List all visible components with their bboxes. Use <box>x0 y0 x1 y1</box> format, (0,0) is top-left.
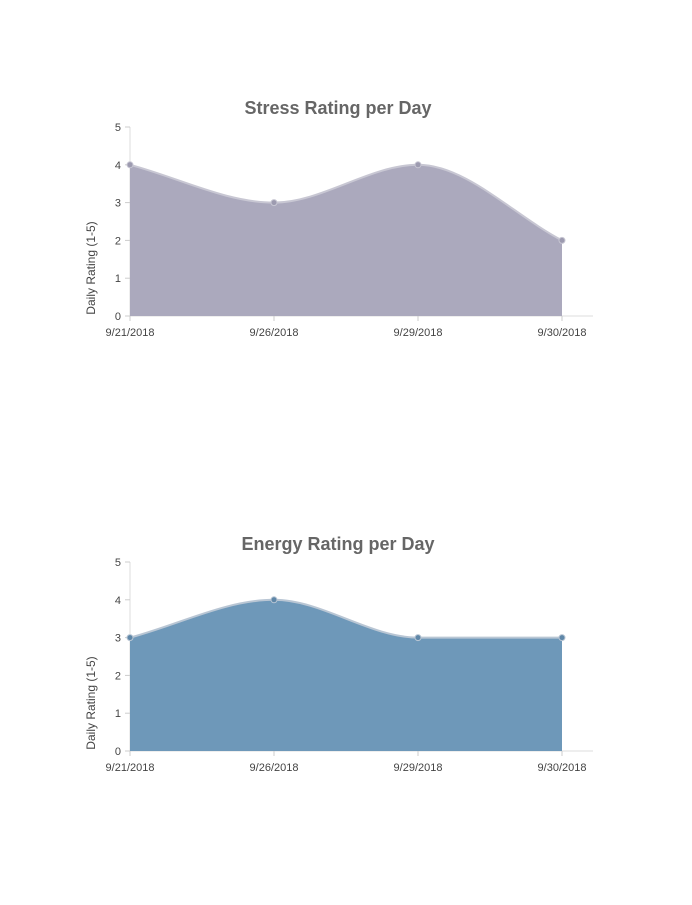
y-axis-label: Daily Rating (1-5) <box>84 656 98 749</box>
y-tick-label: 4 <box>115 160 121 172</box>
y-tick-label: 1 <box>115 708 121 720</box>
y-tick-label: 1 <box>115 273 121 285</box>
plot-area: 0 1 2 3 4 5 9/21/2018 9/26/2018 9/29/2018 9/30/20… <box>106 122 593 339</box>
x-tick-label: 9/30/2018 <box>538 327 587 339</box>
data-point[interactable] <box>414 161 422 169</box>
data-point[interactable] <box>126 161 134 169</box>
data-point[interactable] <box>270 199 278 207</box>
x-tick-label: 9/21/2018 <box>106 327 155 339</box>
data-point[interactable] <box>414 634 422 642</box>
y-tick-label: 5 <box>115 557 121 569</box>
y-tick-label: 3 <box>115 198 121 210</box>
y-tick-label: 2 <box>115 670 121 682</box>
chart-title: Energy Rating per Day <box>241 534 434 554</box>
y-tick-label: 0 <box>115 311 121 323</box>
x-tick-label: 9/30/2018 <box>538 762 587 774</box>
x-tick-label: 9/21/2018 <box>106 762 155 774</box>
plot-area: 0 1 2 3 4 5 9/21/2018 9/26/2018 9/29/2018 9/30/20… <box>106 557 593 774</box>
y-tick-label: 4 <box>115 595 121 607</box>
series-area <box>130 599 562 751</box>
data-point[interactable] <box>558 634 566 642</box>
stress-chart: Stress Rating per Day Daily Rating (1-5)… <box>0 88 692 408</box>
data-point[interactable] <box>270 596 278 604</box>
series-area <box>130 164 562 316</box>
data-point[interactable] <box>558 236 566 244</box>
series-line <box>129 163 563 242</box>
x-tick-label: 9/26/2018 <box>250 762 299 774</box>
data-point[interactable] <box>126 634 134 642</box>
stress-chart-svg: Stress Rating per Day Daily Rating (1-5)… <box>84 98 593 339</box>
x-tick-label: 9/29/2018 <box>394 327 443 339</box>
energy-chart: Energy Rating per Day Daily Rating (1-5)… <box>0 523 692 843</box>
y-tick-label: 3 <box>115 633 121 645</box>
x-tick-label: 9/29/2018 <box>394 762 443 774</box>
y-tick-label: 5 <box>115 122 121 134</box>
chart-title: Stress Rating per Day <box>244 98 431 118</box>
y-axis-label: Daily Rating (1-5) <box>84 221 98 314</box>
y-tick-label: 0 <box>115 746 121 758</box>
energy-chart-svg: Energy Rating per Day Daily Rating (1-5)… <box>84 534 593 774</box>
series-line <box>129 598 562 639</box>
y-tick-label: 2 <box>115 235 121 247</box>
x-tick-label: 9/26/2018 <box>250 327 299 339</box>
